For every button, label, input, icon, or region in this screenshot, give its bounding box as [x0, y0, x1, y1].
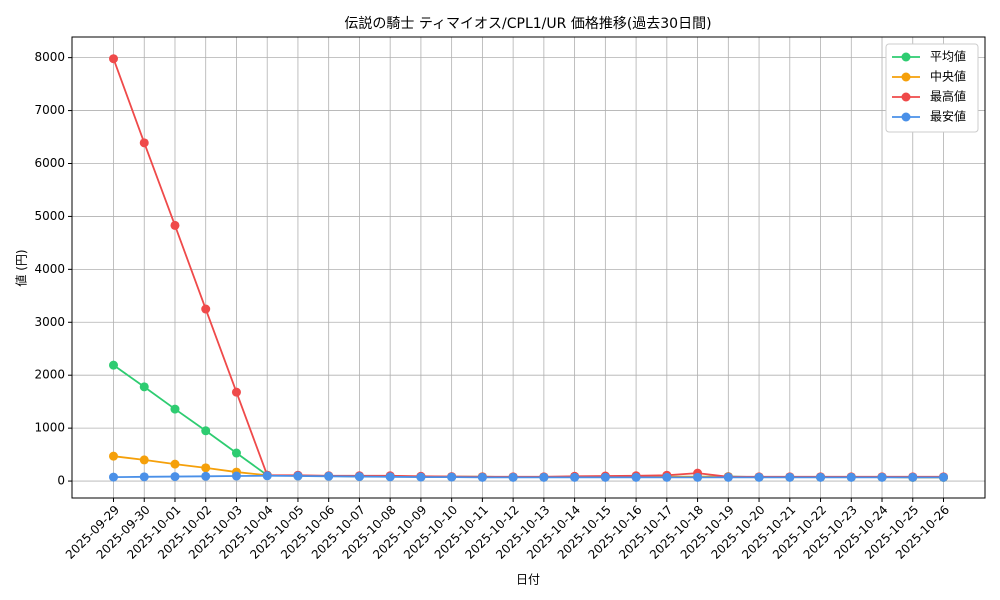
- point: [539, 472, 549, 482]
- y-tick-label: 3000: [34, 315, 65, 329]
- point: [170, 472, 180, 482]
- point: [324, 471, 334, 481]
- y-axis-label: 値 (円): [14, 249, 29, 286]
- y-tick-label: 6000: [34, 156, 65, 170]
- point: [201, 463, 211, 473]
- series-line: [112, 364, 944, 479]
- point: [201, 471, 211, 481]
- point: [139, 138, 149, 148]
- point: [109, 54, 118, 64]
- point: [723, 472, 733, 482]
- point: [662, 472, 672, 482]
- point: [170, 220, 180, 230]
- point: [908, 472, 918, 482]
- y-tick-label: 7000: [34, 103, 65, 117]
- point: [139, 382, 149, 392]
- legend-label: 最高値: [930, 89, 966, 104]
- y-tick-label: 5000: [34, 209, 65, 223]
- point: [385, 472, 395, 482]
- point: [293, 471, 303, 481]
- point: [816, 472, 826, 482]
- point: [939, 472, 948, 482]
- legend-label: 最安値: [930, 109, 966, 124]
- point: [139, 455, 149, 465]
- point: [201, 304, 211, 314]
- point: [231, 448, 241, 458]
- point: [231, 387, 241, 397]
- chart-title: 伝説の騎士 ティマイオス/CPL1/UR 価格推移(過去30日間): [344, 16, 711, 32]
- point: [631, 472, 641, 482]
- point: [109, 451, 118, 461]
- legend-label: 平均値: [930, 49, 966, 64]
- x-axis-label: 日付: [516, 573, 540, 587]
- point: [508, 472, 518, 482]
- point: [600, 472, 610, 482]
- point: [262, 471, 272, 481]
- legend-marker: [901, 52, 911, 62]
- plot-frame: [71, 36, 986, 499]
- legend-label: 中央値: [930, 69, 966, 84]
- y-tick-label: 0: [57, 474, 65, 488]
- point: [877, 472, 887, 482]
- point: [785, 472, 795, 482]
- legend-marker: [901, 92, 911, 102]
- y-tick-label: 1000: [34, 421, 65, 435]
- point: [170, 459, 180, 469]
- point: [754, 472, 764, 482]
- point: [570, 472, 580, 482]
- legend-marker: [901, 112, 911, 122]
- y-tick-label: 4000: [34, 262, 65, 276]
- series-line: [112, 58, 944, 478]
- point: [416, 472, 426, 482]
- point: [170, 404, 180, 414]
- point: [139, 472, 149, 482]
- point: [354, 472, 364, 482]
- point: [447, 472, 457, 482]
- legend-marker: [901, 72, 911, 82]
- point: [231, 471, 241, 481]
- point: [109, 360, 118, 370]
- y-tick-label: 2000: [34, 368, 65, 382]
- point: [693, 472, 703, 482]
- point: [477, 472, 487, 482]
- legend-box: [885, 43, 979, 133]
- point: [109, 472, 118, 482]
- point: [846, 472, 856, 482]
- series-line: [113, 474, 944, 479]
- point: [201, 426, 211, 436]
- y-tick-label: 8000: [34, 50, 65, 64]
